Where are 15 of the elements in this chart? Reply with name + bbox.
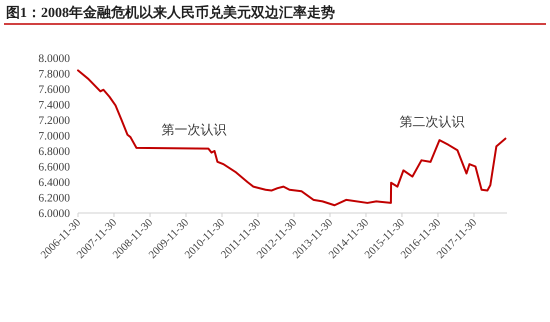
y-tick-label: 7.6000 <box>38 84 70 96</box>
annotation: 第一次认识 <box>162 122 226 137</box>
y-tick-label: 6.6000 <box>38 162 70 174</box>
y-tick-label: 6.0000 <box>38 208 70 220</box>
y-tick-label: 6.4000 <box>38 177 70 189</box>
y-tick-label: 7.4000 <box>38 100 70 112</box>
y-tick-label: 7.2000 <box>38 115 70 127</box>
annotation: 第二次认识 <box>400 114 464 129</box>
chart-title: 图1：2008年金融危机以来人民币兑美元双边汇率走势 <box>6 4 335 21</box>
y-tick-label: 7.8000 <box>38 68 70 80</box>
y-tick-label: 8.0000 <box>38 53 70 65</box>
y-tick-label: 6.8000 <box>38 146 70 158</box>
y-tick-label: 7.0000 <box>38 130 70 142</box>
line-series <box>77 69 506 206</box>
y-tick-label: 6.2000 <box>38 192 70 204</box>
